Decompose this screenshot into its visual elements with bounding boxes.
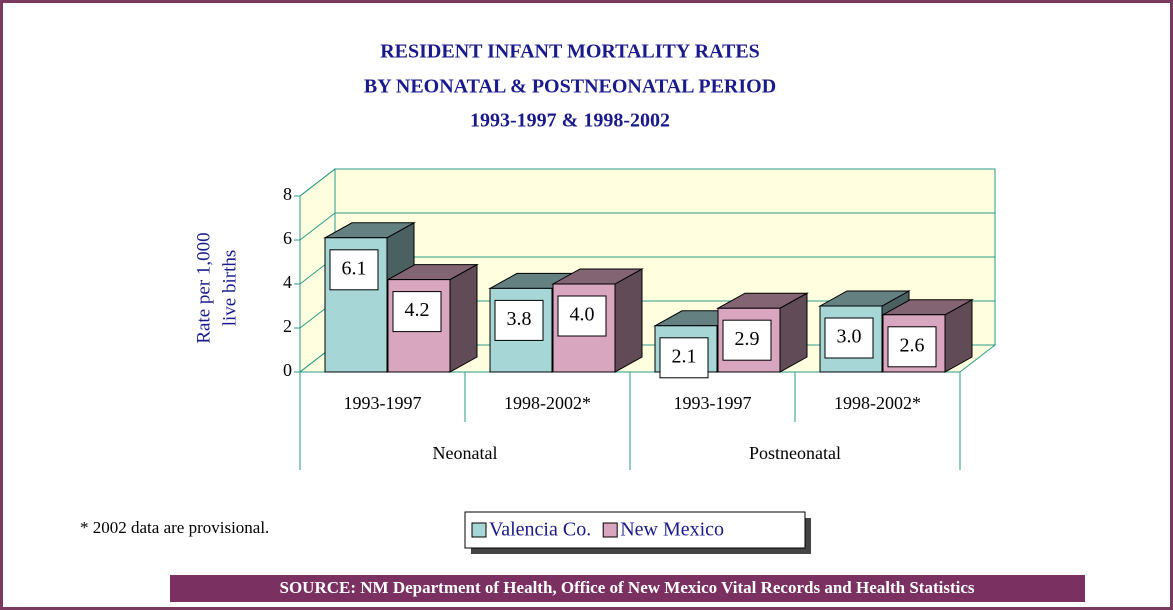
source: SOURCE: NM Department of Health, Office … bbox=[280, 578, 975, 597]
y-tick-label: 8 bbox=[283, 184, 292, 204]
legend bbox=[464, 511, 806, 549]
y-axis-label: live births bbox=[219, 250, 240, 327]
footnote: * 2002 data are provisional. bbox=[80, 518, 269, 537]
data-label-box bbox=[824, 317, 874, 359]
legend-swatch bbox=[602, 522, 618, 538]
bar-face bbox=[449, 263, 478, 373]
y-tick-label: 4 bbox=[283, 272, 292, 292]
data-label: 4.0 bbox=[570, 304, 595, 326]
data-label: 6.1 bbox=[342, 257, 367, 279]
data-label: 3.8 bbox=[507, 308, 532, 330]
data-label-box bbox=[659, 337, 709, 379]
data-label: 2.9 bbox=[735, 328, 760, 350]
y-tick-label: 2 bbox=[283, 316, 292, 336]
data-label: 2.1 bbox=[672, 345, 697, 367]
chart-title: RESIDENT INFANT MORTALITY RATES bbox=[380, 41, 760, 63]
grid-line bbox=[299, 168, 995, 197]
y-tick-label: 0 bbox=[283, 360, 292, 380]
grid-line bbox=[299, 212, 995, 241]
x-tick-label: 1993-1997 bbox=[344, 393, 422, 413]
data-label: 3.0 bbox=[837, 326, 862, 348]
legend-label: Valencia Co. bbox=[489, 519, 591, 541]
y-tick-label: 6 bbox=[283, 228, 292, 248]
x-tick-label: 1998-2002* bbox=[504, 393, 591, 413]
legend-label: New Mexico bbox=[620, 519, 724, 541]
bar-face bbox=[614, 268, 643, 373]
data-label-box bbox=[329, 249, 379, 291]
chart-title: BY NEONATAL & POSTNEONATAL PERIOD bbox=[364, 76, 776, 98]
chart-title: 1993-1997 & 1998-2002 bbox=[470, 110, 670, 132]
x-tick-label: 1993-1997 bbox=[674, 393, 752, 413]
data-label-box bbox=[557, 295, 607, 337]
data-label-box bbox=[722, 319, 772, 361]
x-tick-label: 1998-2002* bbox=[834, 393, 921, 413]
data-label: 4.2 bbox=[405, 299, 430, 321]
source-bar bbox=[170, 575, 1085, 602]
data-label: 2.6 bbox=[900, 334, 925, 356]
data-label-box bbox=[887, 326, 937, 368]
y-axis-label: Rate per 1,000 bbox=[193, 232, 214, 343]
data-label-box bbox=[494, 299, 544, 341]
group-label: Neonatal bbox=[433, 443, 498, 463]
legend-swatch bbox=[471, 522, 487, 538]
data-label-box bbox=[392, 291, 442, 333]
group-label: Postneonatal bbox=[749, 443, 841, 463]
